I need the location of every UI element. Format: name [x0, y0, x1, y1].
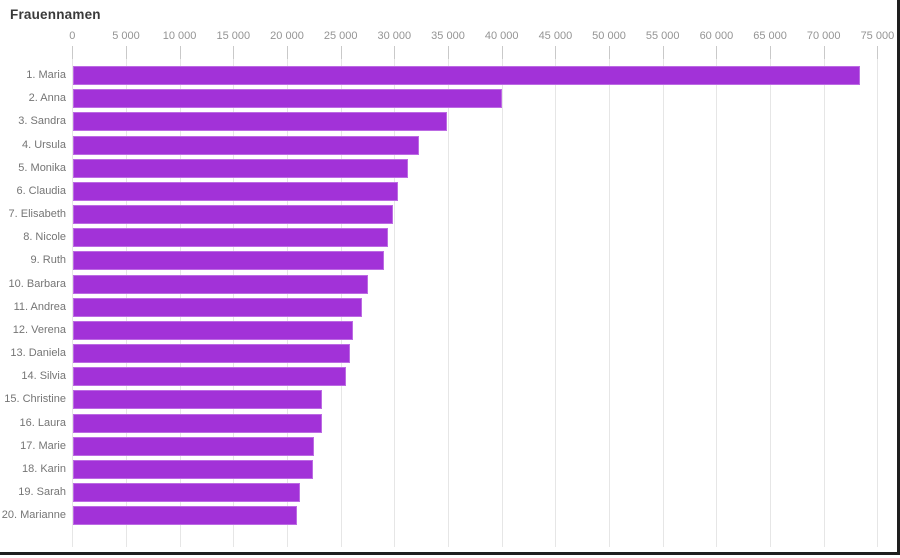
category-label-sarah: 19. Sarah [18, 486, 66, 499]
x-axis-tick-label: 75 000 [860, 30, 895, 42]
x-axis-tick-label: 40 000 [484, 30, 519, 42]
category-label-daniela: 13. Daniela [10, 347, 66, 359]
bar-sandra[interactable] [72, 112, 448, 132]
x-axis-tick-label: 35 000 [431, 30, 465, 42]
x-axis-tick [340, 46, 342, 59]
bar-andrea[interactable] [72, 297, 363, 317]
window-border-right [897, 0, 900, 555]
x-gridline [501, 46, 503, 547]
category-label-laura: 16. Laura [19, 416, 66, 429]
x-axis-tick [233, 46, 235, 59]
category-label-andrea: 11. Andrea [13, 300, 66, 313]
x-axis-tick [501, 46, 503, 59]
x-axis-tick [555, 46, 557, 59]
x-axis-tick-label: 50 000 [592, 30, 626, 42]
bar-nicole[interactable] [72, 228, 389, 248]
bar-silvia[interactable] [72, 367, 347, 387]
x-axis-tick-label: 65 000 [753, 30, 787, 42]
x-axis-tick [179, 46, 181, 59]
category-label-sandra: 3. Sandra [18, 115, 66, 128]
x-gridline [716, 46, 718, 547]
x-gridline [770, 46, 772, 547]
x-axis-tick [609, 46, 610, 59]
bar-verena[interactable] [72, 320, 353, 340]
category-label-anna: 2. Anna [28, 92, 66, 105]
x-gridline [126, 46, 127, 547]
x-axis-tick-label: 0 [69, 30, 76, 42]
bar-claudia[interactable] [72, 181, 399, 201]
x-axis-tick [770, 46, 772, 59]
category-label-silvia: 14. Silvia [21, 370, 66, 383]
chart-title: Frauennamen [10, 7, 101, 22]
bar-karin[interactable] [72, 459, 314, 479]
x-axis-tick-label: 15 000 [216, 30, 251, 42]
bar-laura[interactable] [72, 413, 322, 433]
x-axis-tick-label: 30 000 [377, 30, 412, 42]
x-axis-tick [287, 46, 288, 59]
x-axis-tick-label: 20 000 [270, 30, 304, 42]
x-gridline [662, 46, 664, 547]
category-label-karin: 18. Karin [21, 462, 66, 475]
category-label-claudia: 6. Claudia [16, 184, 66, 197]
x-axis-tick [394, 46, 396, 59]
bar-daniela[interactable] [72, 344, 350, 363]
category-label-marianne: 20. Marianne [1, 509, 66, 522]
x-gridline [555, 46, 557, 547]
x-gridline [877, 46, 879, 547]
x-gridline [287, 46, 288, 547]
x-axis-tick-label: 70 000 [806, 30, 841, 42]
bar-ruth[interactable] [72, 251, 385, 271]
x-axis-tick [72, 46, 74, 59]
x-axis-tick-label: 5 000 [112, 30, 140, 42]
bar-ursula[interactable] [72, 135, 420, 155]
x-axis-tick-label: 60 000 [699, 30, 734, 42]
x-axis-tick [877, 46, 879, 59]
bar-sarah[interactable] [72, 483, 301, 503]
x-gridline [448, 46, 449, 547]
category-label-verena: 12. Verena [12, 323, 66, 336]
bar-marianne[interactable] [72, 506, 298, 526]
x-gridline [609, 46, 610, 547]
bar-barbara[interactable] [72, 274, 369, 294]
window-border-bottom [0, 552, 900, 555]
x-axis-tick-label: 10 000 [162, 30, 197, 42]
x-axis-tick-label: 45 000 [538, 30, 573, 42]
x-axis-tick-label: 55 000 [645, 30, 680, 42]
category-label-ruth: 9. Ruth [30, 254, 66, 267]
bar-maria[interactable] [72, 66, 860, 85]
x-axis-tick [662, 46, 664, 59]
bar-anna[interactable] [72, 89, 503, 109]
bar-marie[interactable] [72, 436, 314, 456]
category-label-monika: 5. Monika [18, 161, 66, 174]
category-label-barbara: 10. Barbara [8, 277, 66, 290]
bar-christine[interactable] [72, 390, 323, 410]
x-gridline [340, 46, 342, 547]
category-label-elisabeth: 7. Elisabeth [8, 208, 66, 220]
category-label-marie: 17. Marie [20, 439, 66, 452]
x-axis-tick [716, 46, 718, 59]
x-gridline [233, 46, 235, 547]
category-label-nicole: 8. Nicole [23, 231, 66, 244]
x-gridline [823, 46, 825, 547]
x-gridline [179, 46, 181, 547]
x-axis-tick [126, 46, 127, 59]
category-label-christine: 15. Christine [4, 393, 66, 406]
category-label-ursula: 4. Ursula [21, 138, 66, 151]
x-axis-tick [448, 46, 449, 59]
category-label-maria: 1. Maria [26, 69, 66, 81]
bar-elisabeth[interactable] [72, 205, 393, 224]
x-axis-tick [823, 46, 825, 59]
bar-monika[interactable] [72, 158, 408, 178]
x-gridline [72, 46, 74, 547]
x-gridline [394, 46, 396, 547]
x-axis-tick-label: 25 000 [323, 30, 358, 42]
